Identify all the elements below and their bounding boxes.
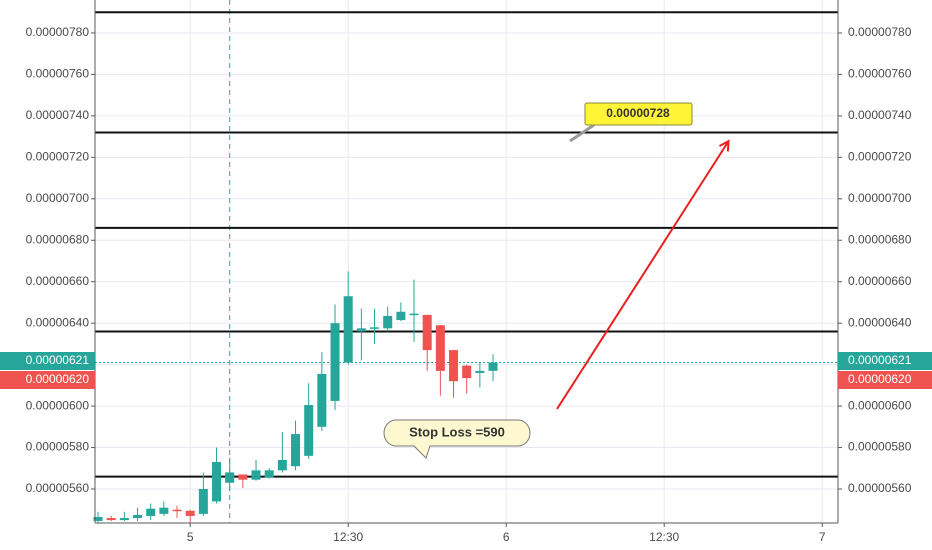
y-tick-label: 0.00000700 [848, 191, 912, 205]
y-tick-label: 0.00000740 [848, 108, 912, 122]
grid [95, 0, 838, 523]
callout-text: 0.00000728 [606, 106, 670, 120]
y-tick-label: 0.00000660 [848, 274, 912, 288]
candle-body [304, 405, 314, 456]
candle-body [146, 508, 156, 516]
candle-body [422, 314, 432, 351]
candle-body [462, 365, 472, 379]
x-tick-label: 5 [187, 530, 194, 544]
price-label-box [838, 371, 932, 389]
candle-body [185, 510, 195, 516]
callout-box [383, 419, 531, 459]
y-tick-label: 0.00000640 [848, 315, 912, 329]
candle-body [119, 518, 129, 521]
y-tick-label: 0.00000600 [26, 398, 90, 412]
price-label: 0.00000620 [848, 372, 912, 386]
price-label: 0.00000621 [26, 353, 90, 367]
stop-loss-callout: Stop Loss =590 [383, 419, 531, 459]
callout-text: Stop Loss =590 [409, 424, 505, 439]
y-tick-label: 0.00000700 [26, 191, 90, 205]
candle-body [356, 328, 366, 332]
y-tick-label: 0.00000560 [26, 481, 90, 495]
y-tick-label: 0.00000660 [26, 274, 90, 288]
price-label-box [0, 352, 95, 370]
candle-body [370, 327, 380, 329]
candle-body [172, 509, 182, 512]
candle-body [435, 325, 445, 371]
x-tick-label: 12:30 [649, 530, 679, 544]
y-tick-label: 0.00000680 [848, 232, 912, 246]
x-tick-label: 12:30 [333, 530, 363, 544]
candle-body [212, 462, 222, 502]
price-label-box [838, 352, 932, 370]
candle-body [409, 313, 419, 316]
candle-body [251, 470, 261, 480]
y-tick-label: 0.00000720 [26, 150, 90, 164]
y-tick-label: 0.00000580 [26, 440, 90, 454]
candle-body [264, 470, 274, 478]
candles [93, 271, 498, 523]
candle-body [291, 434, 301, 467]
y-tick-label: 0.00000720 [848, 150, 912, 164]
candle-body [106, 518, 116, 521]
y-tick-label: 0.00000760 [26, 67, 90, 81]
callout-pointer [569, 123, 595, 143]
candle-body [488, 362, 498, 371]
candle-body [343, 296, 353, 363]
candle-body [277, 459, 287, 471]
candle-body [198, 489, 208, 514]
levels [95, 11, 838, 478]
y-tick-label: 0.00000740 [26, 108, 90, 122]
candle-body [133, 514, 143, 519]
trend-arrow [556, 142, 728, 410]
candle-body [383, 315, 393, 329]
y-tick-label: 0.00000560 [848, 481, 912, 495]
candle-body [159, 507, 169, 514]
price-label: 0.00000620 [26, 372, 90, 386]
candle-body [475, 370, 485, 373]
x-tick-label: 6 [503, 530, 510, 544]
y-tick-label: 0.00000680 [26, 232, 90, 246]
x-tick-label: 7 [819, 530, 826, 544]
target-callout: 0.00000728 [569, 102, 693, 143]
candle-body [238, 474, 248, 480]
y-tick-label: 0.00000780 [848, 25, 912, 39]
candle-body [396, 311, 406, 321]
price-label-box [0, 371, 95, 389]
price-label: 0.00000621 [848, 353, 912, 367]
candle-body [317, 373, 327, 427]
y-tick-label: 0.00000780 [26, 25, 90, 39]
y-tick-label: 0.00000640 [26, 315, 90, 329]
candle-body [330, 323, 340, 401]
y-tick-label: 0.00000580 [848, 440, 912, 454]
y-tick-label: 0.00000600 [848, 398, 912, 412]
candle-body [225, 472, 235, 483]
callout-box [584, 102, 693, 126]
candle-body [449, 350, 459, 382]
y-tick-label: 0.00000760 [848, 67, 912, 81]
candle-body [93, 516, 103, 521]
